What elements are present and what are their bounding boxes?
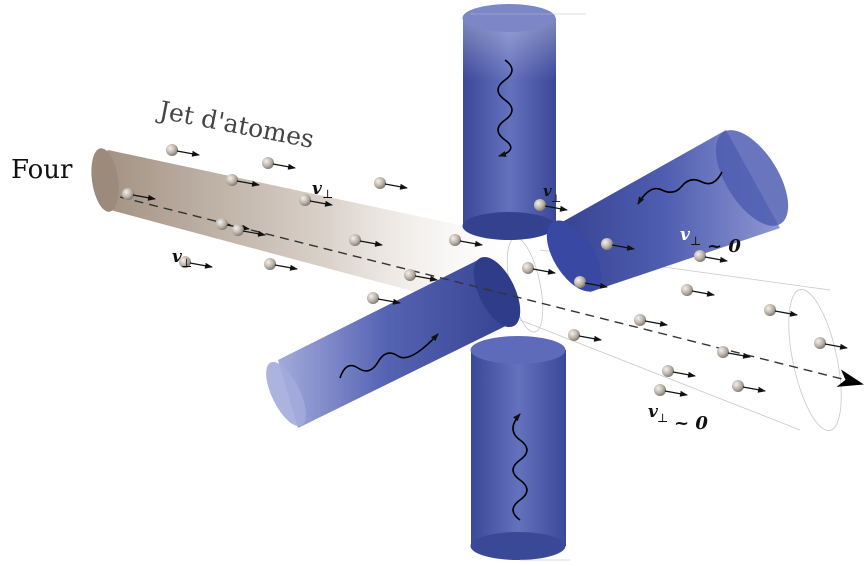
velocity-arrow-icon	[309, 200, 333, 207]
svg-text:⊥: ⊥	[322, 187, 333, 201]
svg-text:⊥: ⊥	[690, 234, 701, 248]
atom	[349, 234, 361, 246]
velocity-arrow-icon	[242, 230, 266, 237]
velocity-arrow-icon	[611, 244, 635, 251]
svg-text:⊥: ⊥	[181, 256, 192, 270]
svg-text:v: v	[648, 402, 659, 422]
atom	[262, 157, 274, 169]
velocity-arrow-icon	[414, 275, 438, 282]
velocity-arrow-icon	[742, 386, 766, 393]
jet-label: Jet d'atomes	[154, 95, 317, 154]
velocity-arrow-icon	[584, 282, 608, 289]
svg-text:~ 0: ~ 0	[707, 236, 741, 257]
atom	[299, 194, 311, 206]
laser-beam-top	[462, 4, 586, 240]
atom	[568, 329, 580, 341]
velocity-arrow-icon	[377, 298, 401, 305]
velocity-label-1: v ⊥	[312, 179, 333, 201]
velocity-arrow-icon	[691, 290, 715, 297]
velocity-arrow-icon	[664, 390, 688, 397]
atom	[522, 262, 534, 274]
velocity-arrow-icon	[824, 343, 848, 350]
atom	[449, 234, 461, 246]
atom	[634, 314, 646, 326]
velocity-label-2: v ⊥	[172, 247, 192, 270]
photon-wave-icon	[512, 413, 528, 521]
velocity-label-5: v ⊥ ~ 0	[648, 402, 708, 434]
oven-label: Four	[11, 155, 73, 185]
atom	[681, 284, 693, 296]
atom	[732, 380, 744, 392]
atom	[534, 199, 546, 211]
atom	[404, 269, 416, 281]
photon-wave-icon	[497, 59, 513, 157]
photon-waves	[339, 59, 723, 521]
atom	[764, 304, 776, 316]
velocity-arrow-icon	[236, 180, 260, 187]
atom	[264, 258, 276, 270]
velocity-arrow-icon	[544, 205, 568, 212]
velocity-label-4: v ⊥ ~ 0	[680, 225, 741, 257]
velocity-arrow-icon	[274, 264, 298, 271]
velocity-arrow-icon	[532, 268, 556, 275]
photon-wave-icon	[637, 171, 723, 205]
svg-text:⊥: ⊥	[657, 411, 668, 425]
velocity-arrow-icon	[774, 310, 798, 317]
laser-beam-left	[266, 256, 521, 428]
svg-text:v: v	[543, 182, 552, 200]
svg-text:⊥: ⊥	[551, 192, 561, 205]
atom	[601, 238, 613, 250]
atom	[654, 384, 666, 396]
svg-text:v: v	[172, 247, 183, 267]
atom	[179, 256, 191, 268]
atom	[814, 337, 826, 349]
velocity-arrow-icon	[644, 320, 668, 327]
velocity-arrow-icon	[189, 262, 213, 269]
velocity-label-3: v ⊥	[543, 182, 561, 205]
atom	[717, 346, 729, 358]
velocity-arrow-icon	[359, 240, 383, 247]
photon-wave-icon	[339, 333, 439, 379]
velocity-arrow-icon	[132, 194, 156, 201]
svg-text:v: v	[680, 225, 691, 245]
atom	[232, 224, 244, 236]
velocity-arrow-icon	[727, 352, 751, 359]
laser-beam-bottom	[470, 336, 570, 561]
velocity-arrow-icon	[672, 371, 696, 378]
atom	[694, 250, 706, 262]
atoms-layer	[122, 144, 848, 397]
velocity-arrow-icon	[578, 335, 602, 342]
velocity-arrow-icon	[272, 163, 296, 170]
atom	[367, 292, 379, 304]
velocity-arrow-icon	[704, 256, 728, 263]
velocity-arrow-icon	[176, 150, 200, 157]
atom	[662, 365, 674, 377]
atom	[122, 188, 134, 200]
velocity-arrow-icon	[459, 240, 483, 247]
atom	[216, 218, 228, 230]
laser-beam-right	[546, 130, 789, 292]
atom	[374, 177, 386, 189]
velocity-arrow-icon	[384, 183, 408, 190]
atom	[166, 144, 178, 156]
atom	[226, 174, 238, 186]
atom	[574, 276, 586, 288]
svg-text:~ 0: ~ 0	[674, 413, 708, 434]
svg-text:v: v	[312, 179, 323, 199]
